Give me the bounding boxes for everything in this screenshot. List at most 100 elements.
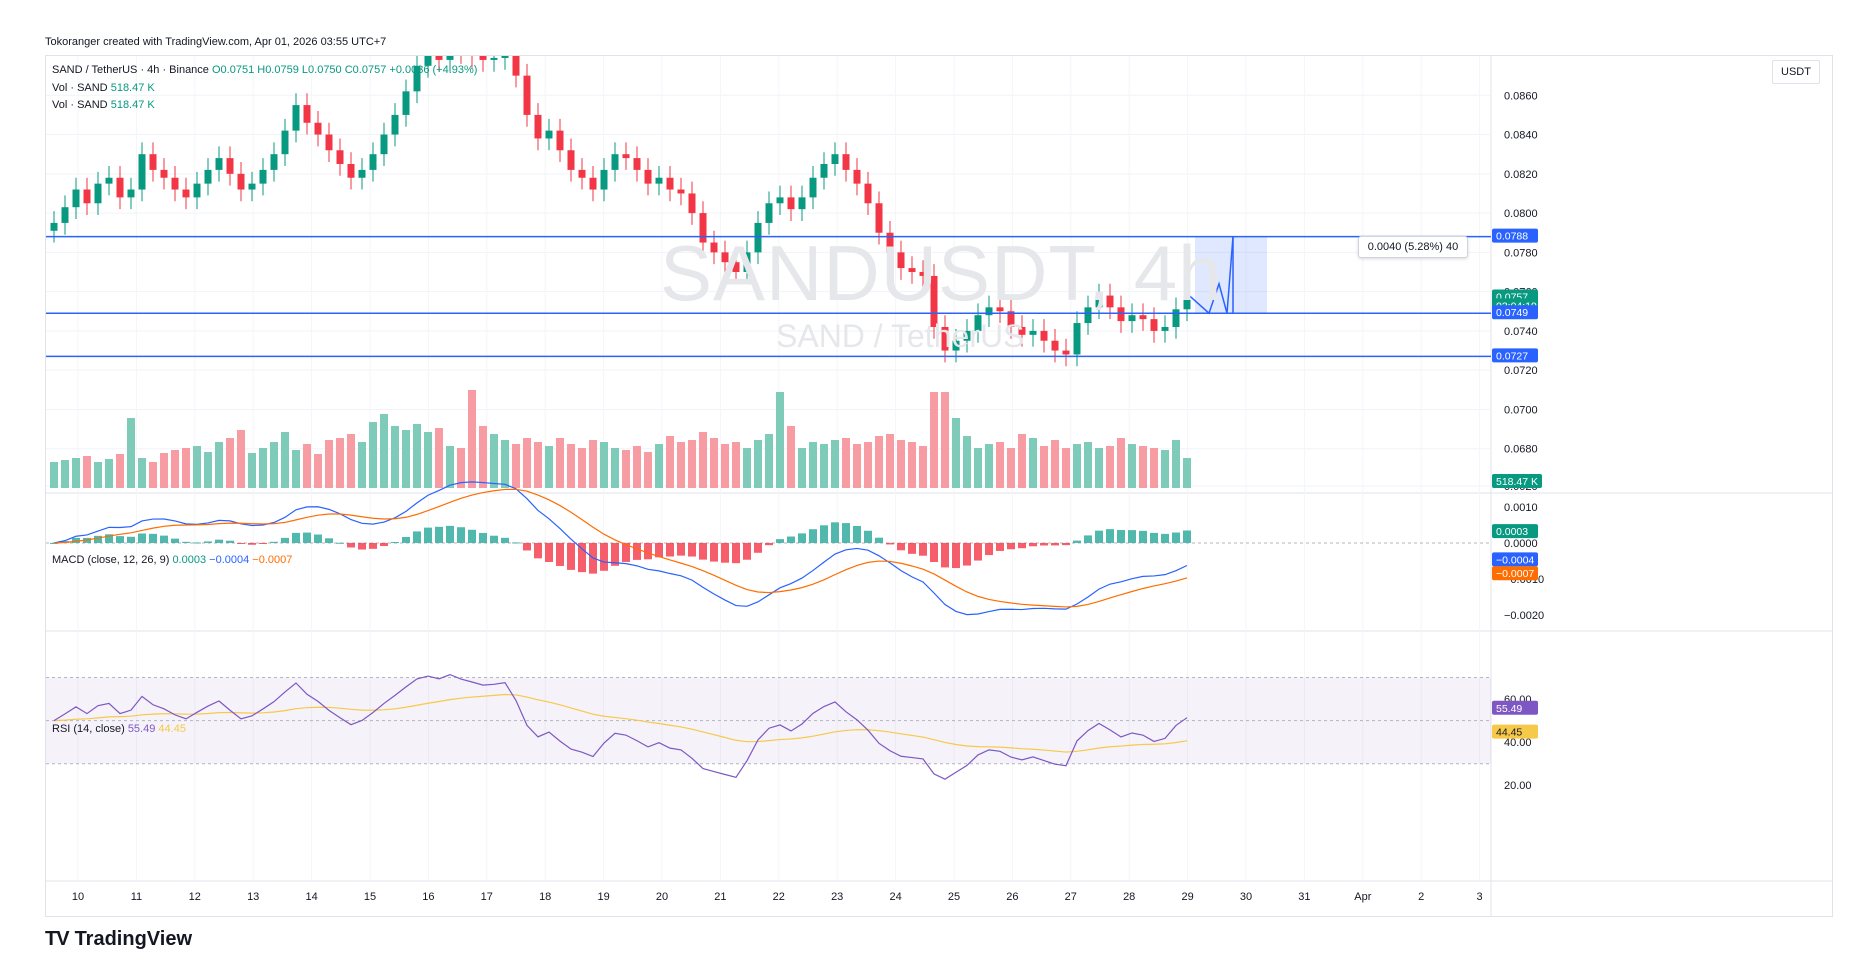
- volume-bar: [1150, 448, 1158, 488]
- candle-body: [589, 177, 597, 190]
- tradingview-logo[interactable]: TV TradingView: [45, 928, 192, 951]
- currency-button[interactable]: USDT: [1772, 60, 1820, 84]
- volume-bar: [479, 426, 487, 488]
- time-tick-label: 25: [948, 891, 960, 903]
- macd-histogram-bar: [402, 537, 410, 543]
- macd-histogram-bar: [1018, 542, 1026, 549]
- symbol-name-watermark: SAND / TetherUS: [776, 318, 1025, 354]
- volume-bar: [347, 434, 355, 488]
- macd-histogram-bar: [149, 533, 157, 543]
- price-tick-label: 0.0840: [1504, 130, 1538, 142]
- macd-histogram-bar: [578, 542, 586, 573]
- volume-bar: [600, 442, 608, 488]
- time-tick-label: 14: [305, 891, 317, 903]
- volume-bar: [237, 430, 245, 488]
- volume-legend-1[interactable]: Vol · SAND 518.47 K: [52, 82, 155, 94]
- candle-body: [985, 307, 993, 316]
- candle-body: [732, 262, 740, 272]
- macd-histogram-bar: [72, 537, 80, 543]
- macd-tick-label: 0.0010: [1504, 502, 1538, 514]
- macd-histogram-bar: [666, 542, 674, 557]
- rsi-legend[interactable]: RSI (14, close) 55.49 44.45: [52, 723, 186, 735]
- projection-box: [1195, 236, 1267, 314]
- volume-legend-2[interactable]: Vol · SAND 518.47 K: [52, 99, 155, 111]
- time-tick-label: 2: [1418, 891, 1424, 903]
- price-badge: [1492, 228, 1538, 243]
- volume-bar: [1161, 450, 1169, 488]
- rsi-badge: [1492, 700, 1538, 715]
- volume-bar: [941, 392, 949, 488]
- candle-body: [523, 75, 531, 115]
- candle-body: [842, 154, 850, 170]
- rsi-ma-badge: [1492, 724, 1538, 739]
- volume-bar: [468, 390, 476, 488]
- time-tick-label: 30: [1240, 891, 1252, 903]
- macd-histogram-bar: [259, 542, 267, 544]
- macd-signal-line: [53, 488, 1188, 608]
- volume-bar: [1106, 446, 1114, 488]
- chart-frame[interactable]: 0.08600.08400.08200.08000.07800.07600.07…: [45, 55, 1833, 917]
- volume-bar: [985, 444, 993, 488]
- volume-bar: [765, 434, 773, 488]
- macd-histogram-bar: [644, 542, 652, 560]
- candle-body: [886, 232, 894, 253]
- candle-body: [512, 56, 520, 76]
- volume-bar: [886, 434, 894, 488]
- price-badge-label: 0.0749: [1496, 307, 1528, 319]
- volume-bar: [699, 432, 707, 488]
- rsi-title: RSI (14, close): [52, 723, 125, 735]
- volume-bar: [688, 440, 696, 488]
- time-tick-label: 22: [773, 891, 785, 903]
- volume-bar: [303, 444, 311, 488]
- candle-body: [138, 154, 146, 190]
- macd-histogram-bar: [182, 541, 190, 543]
- main-legend[interactable]: SAND / TetherUS · 4h · Binance O0.0751 H…: [52, 64, 477, 76]
- macd-histogram-bar: [413, 531, 421, 543]
- candle-body: [578, 169, 586, 178]
- volume-bar: [171, 450, 179, 488]
- volume-bar: [270, 442, 278, 488]
- candle-body: [710, 242, 718, 253]
- candle-body: [358, 169, 366, 178]
- macd-histogram-bar: [622, 542, 630, 562]
- candle-body: [974, 315, 982, 331]
- volume-bar: [567, 444, 575, 488]
- macd-histogram-bar: [974, 542, 982, 561]
- macd-histogram-bar: [215, 539, 223, 543]
- volume-bar: [1095, 448, 1103, 488]
- candle-body: [1150, 319, 1158, 331]
- chart-canvas[interactable]: 0.08600.08400.08200.08000.07800.07600.07…: [46, 56, 1832, 916]
- candle-body: [864, 183, 872, 204]
- candle-body: [930, 275, 938, 327]
- macd-histogram-bar: [226, 540, 234, 543]
- volume-bar: [1062, 448, 1070, 488]
- volume-bar: [358, 442, 366, 488]
- volume-bar: [1073, 444, 1081, 488]
- candle-body: [1018, 326, 1026, 335]
- macd-histogram-bar: [171, 538, 179, 543]
- macd-legend[interactable]: MACD (close, 12, 26, 9) 0.0003 −0.0004 −…: [52, 554, 292, 566]
- macd-histogram-bar: [820, 525, 828, 543]
- macd-histogram-bar: [831, 522, 839, 543]
- candle-body: [116, 177, 124, 198]
- volume-legend-value: 518.47 K: [110, 82, 155, 94]
- time-tick-label: 21: [714, 891, 726, 903]
- rsi-ma-line: [53, 693, 1188, 753]
- volume-bar: [424, 432, 432, 488]
- candle-body: [611, 154, 619, 170]
- volume-bar: [116, 454, 124, 488]
- volume-bar: [655, 444, 663, 488]
- candle-body: [1007, 311, 1015, 327]
- volume-bar: [138, 458, 146, 488]
- macd-histogram-bar: [941, 542, 949, 568]
- macd-histogram-bar: [677, 542, 685, 556]
- volume-bar: [1117, 438, 1125, 488]
- candle-body: [303, 105, 311, 123]
- candle-body: [919, 272, 927, 276]
- candle-body: [1106, 295, 1114, 308]
- volume-bar: [1007, 448, 1015, 488]
- time-tick-label: 19: [597, 891, 609, 903]
- volume-bar: [204, 452, 212, 488]
- macd-histogram-bar: [281, 537, 289, 543]
- volume-bar: [743, 448, 751, 488]
